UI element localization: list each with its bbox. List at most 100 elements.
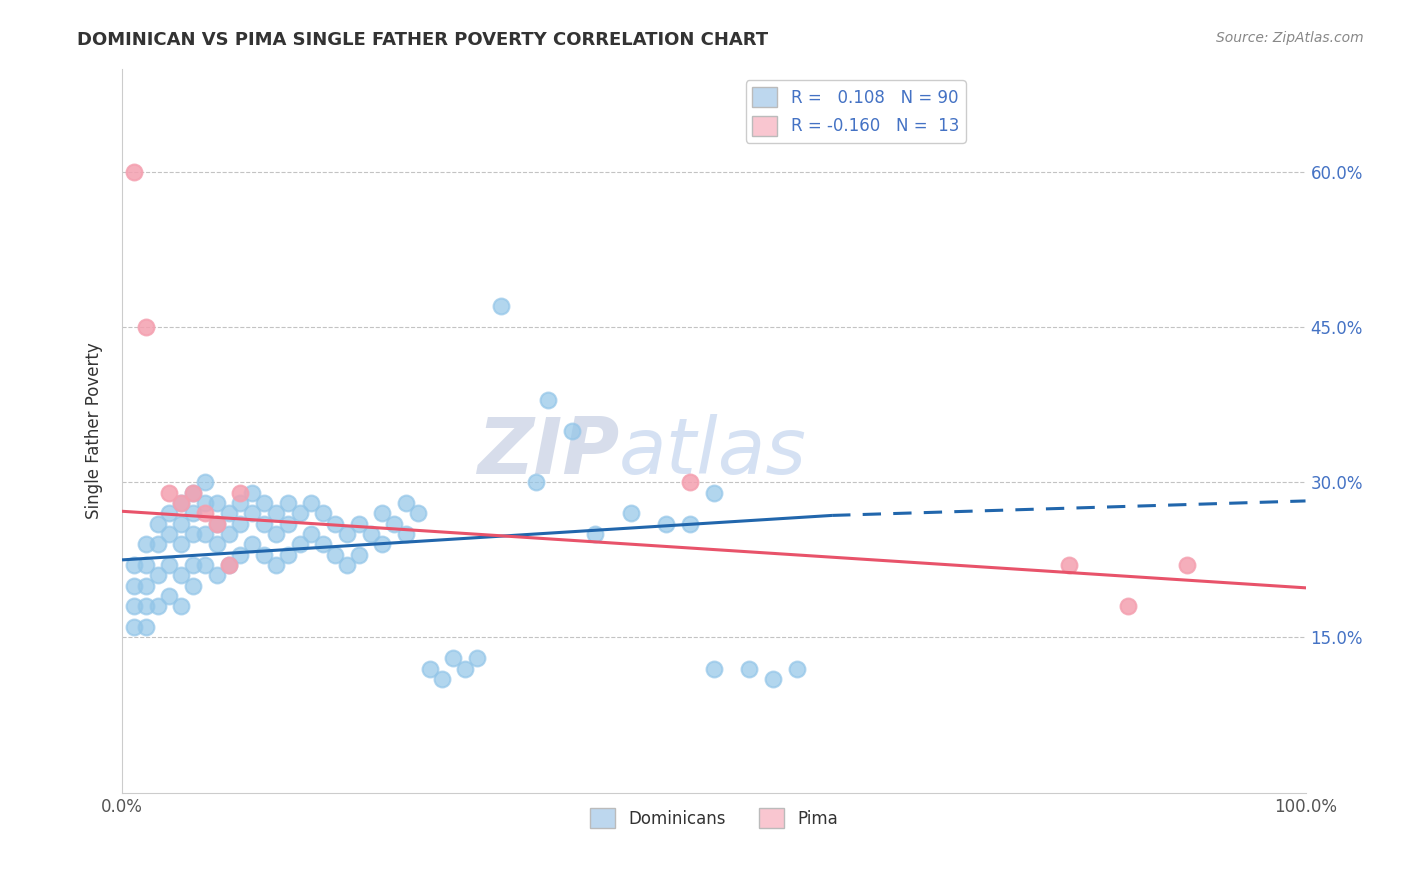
Point [419, 661, 441, 675]
Point [135, 558, 157, 572]
Point [253, 496, 276, 510]
Point [524, 475, 547, 490]
Point [181, 527, 204, 541]
Point [205, 516, 228, 531]
Point [620, 506, 643, 520]
Point [122, 165, 145, 179]
Point [229, 548, 252, 562]
Text: atlas: atlas [619, 414, 807, 491]
Point [371, 506, 394, 520]
Point [277, 548, 299, 562]
Point [465, 651, 488, 665]
Point [229, 516, 252, 531]
Point [194, 506, 217, 520]
Point [229, 485, 252, 500]
Point [194, 475, 217, 490]
Point [489, 300, 512, 314]
Point [288, 537, 311, 551]
Point [253, 516, 276, 531]
Point [181, 558, 204, 572]
Point [454, 661, 477, 675]
Point [299, 527, 322, 541]
Point [703, 661, 725, 675]
Text: ZIP: ZIP [477, 414, 619, 491]
Point [323, 516, 346, 531]
Point [679, 475, 702, 490]
Point [122, 620, 145, 634]
Point [146, 568, 169, 582]
Point [655, 516, 678, 531]
Point [122, 579, 145, 593]
Point [218, 558, 240, 572]
Point [205, 537, 228, 551]
Point [360, 527, 382, 541]
Point [157, 527, 180, 541]
Text: Source: ZipAtlas.com: Source: ZipAtlas.com [1216, 31, 1364, 45]
Point [537, 392, 560, 407]
Point [146, 537, 169, 551]
Point [786, 661, 808, 675]
Point [181, 579, 204, 593]
Point [347, 548, 370, 562]
Point [170, 496, 193, 510]
Point [347, 516, 370, 531]
Point [406, 506, 429, 520]
Point [561, 424, 583, 438]
Point [194, 496, 217, 510]
Point [264, 558, 287, 572]
Point [371, 537, 394, 551]
Point [170, 599, 193, 614]
Point [135, 537, 157, 551]
Point [441, 651, 464, 665]
Point [299, 496, 322, 510]
Point [583, 527, 606, 541]
Point [336, 558, 359, 572]
Point [395, 496, 418, 510]
Point [146, 516, 169, 531]
Point [135, 599, 157, 614]
Point [1116, 599, 1139, 614]
Point [135, 579, 157, 593]
Point [205, 516, 228, 531]
Point [323, 548, 346, 562]
Point [205, 568, 228, 582]
Point [218, 527, 240, 541]
Point [218, 506, 240, 520]
Point [181, 485, 204, 500]
Point [181, 485, 204, 500]
Point [122, 558, 145, 572]
Point [218, 558, 240, 572]
Point [1057, 558, 1080, 572]
Point [146, 599, 169, 614]
Point [170, 568, 193, 582]
Point [264, 527, 287, 541]
Point [703, 485, 725, 500]
Point [122, 599, 145, 614]
Point [382, 516, 405, 531]
Point [157, 506, 180, 520]
Point [738, 661, 761, 675]
Point [277, 496, 299, 510]
Point [288, 506, 311, 520]
Point [679, 516, 702, 531]
Point [395, 527, 418, 541]
Point [194, 558, 217, 572]
Point [157, 589, 180, 603]
Legend: Dominicans, Pima: Dominicans, Pima [583, 801, 845, 835]
Text: DOMINICAN VS PIMA SINGLE FATHER POVERTY CORRELATION CHART: DOMINICAN VS PIMA SINGLE FATHER POVERTY … [77, 31, 769, 49]
Point [194, 527, 217, 541]
Point [312, 506, 335, 520]
Point [336, 527, 359, 541]
Point [135, 620, 157, 634]
Point [170, 537, 193, 551]
Point [264, 506, 287, 520]
Y-axis label: Single Father Poverty: Single Father Poverty [86, 343, 103, 519]
Point [312, 537, 335, 551]
Point [135, 320, 157, 334]
Point [229, 496, 252, 510]
Point [157, 558, 180, 572]
Point [181, 506, 204, 520]
Point [170, 516, 193, 531]
Point [170, 496, 193, 510]
Point [240, 506, 263, 520]
